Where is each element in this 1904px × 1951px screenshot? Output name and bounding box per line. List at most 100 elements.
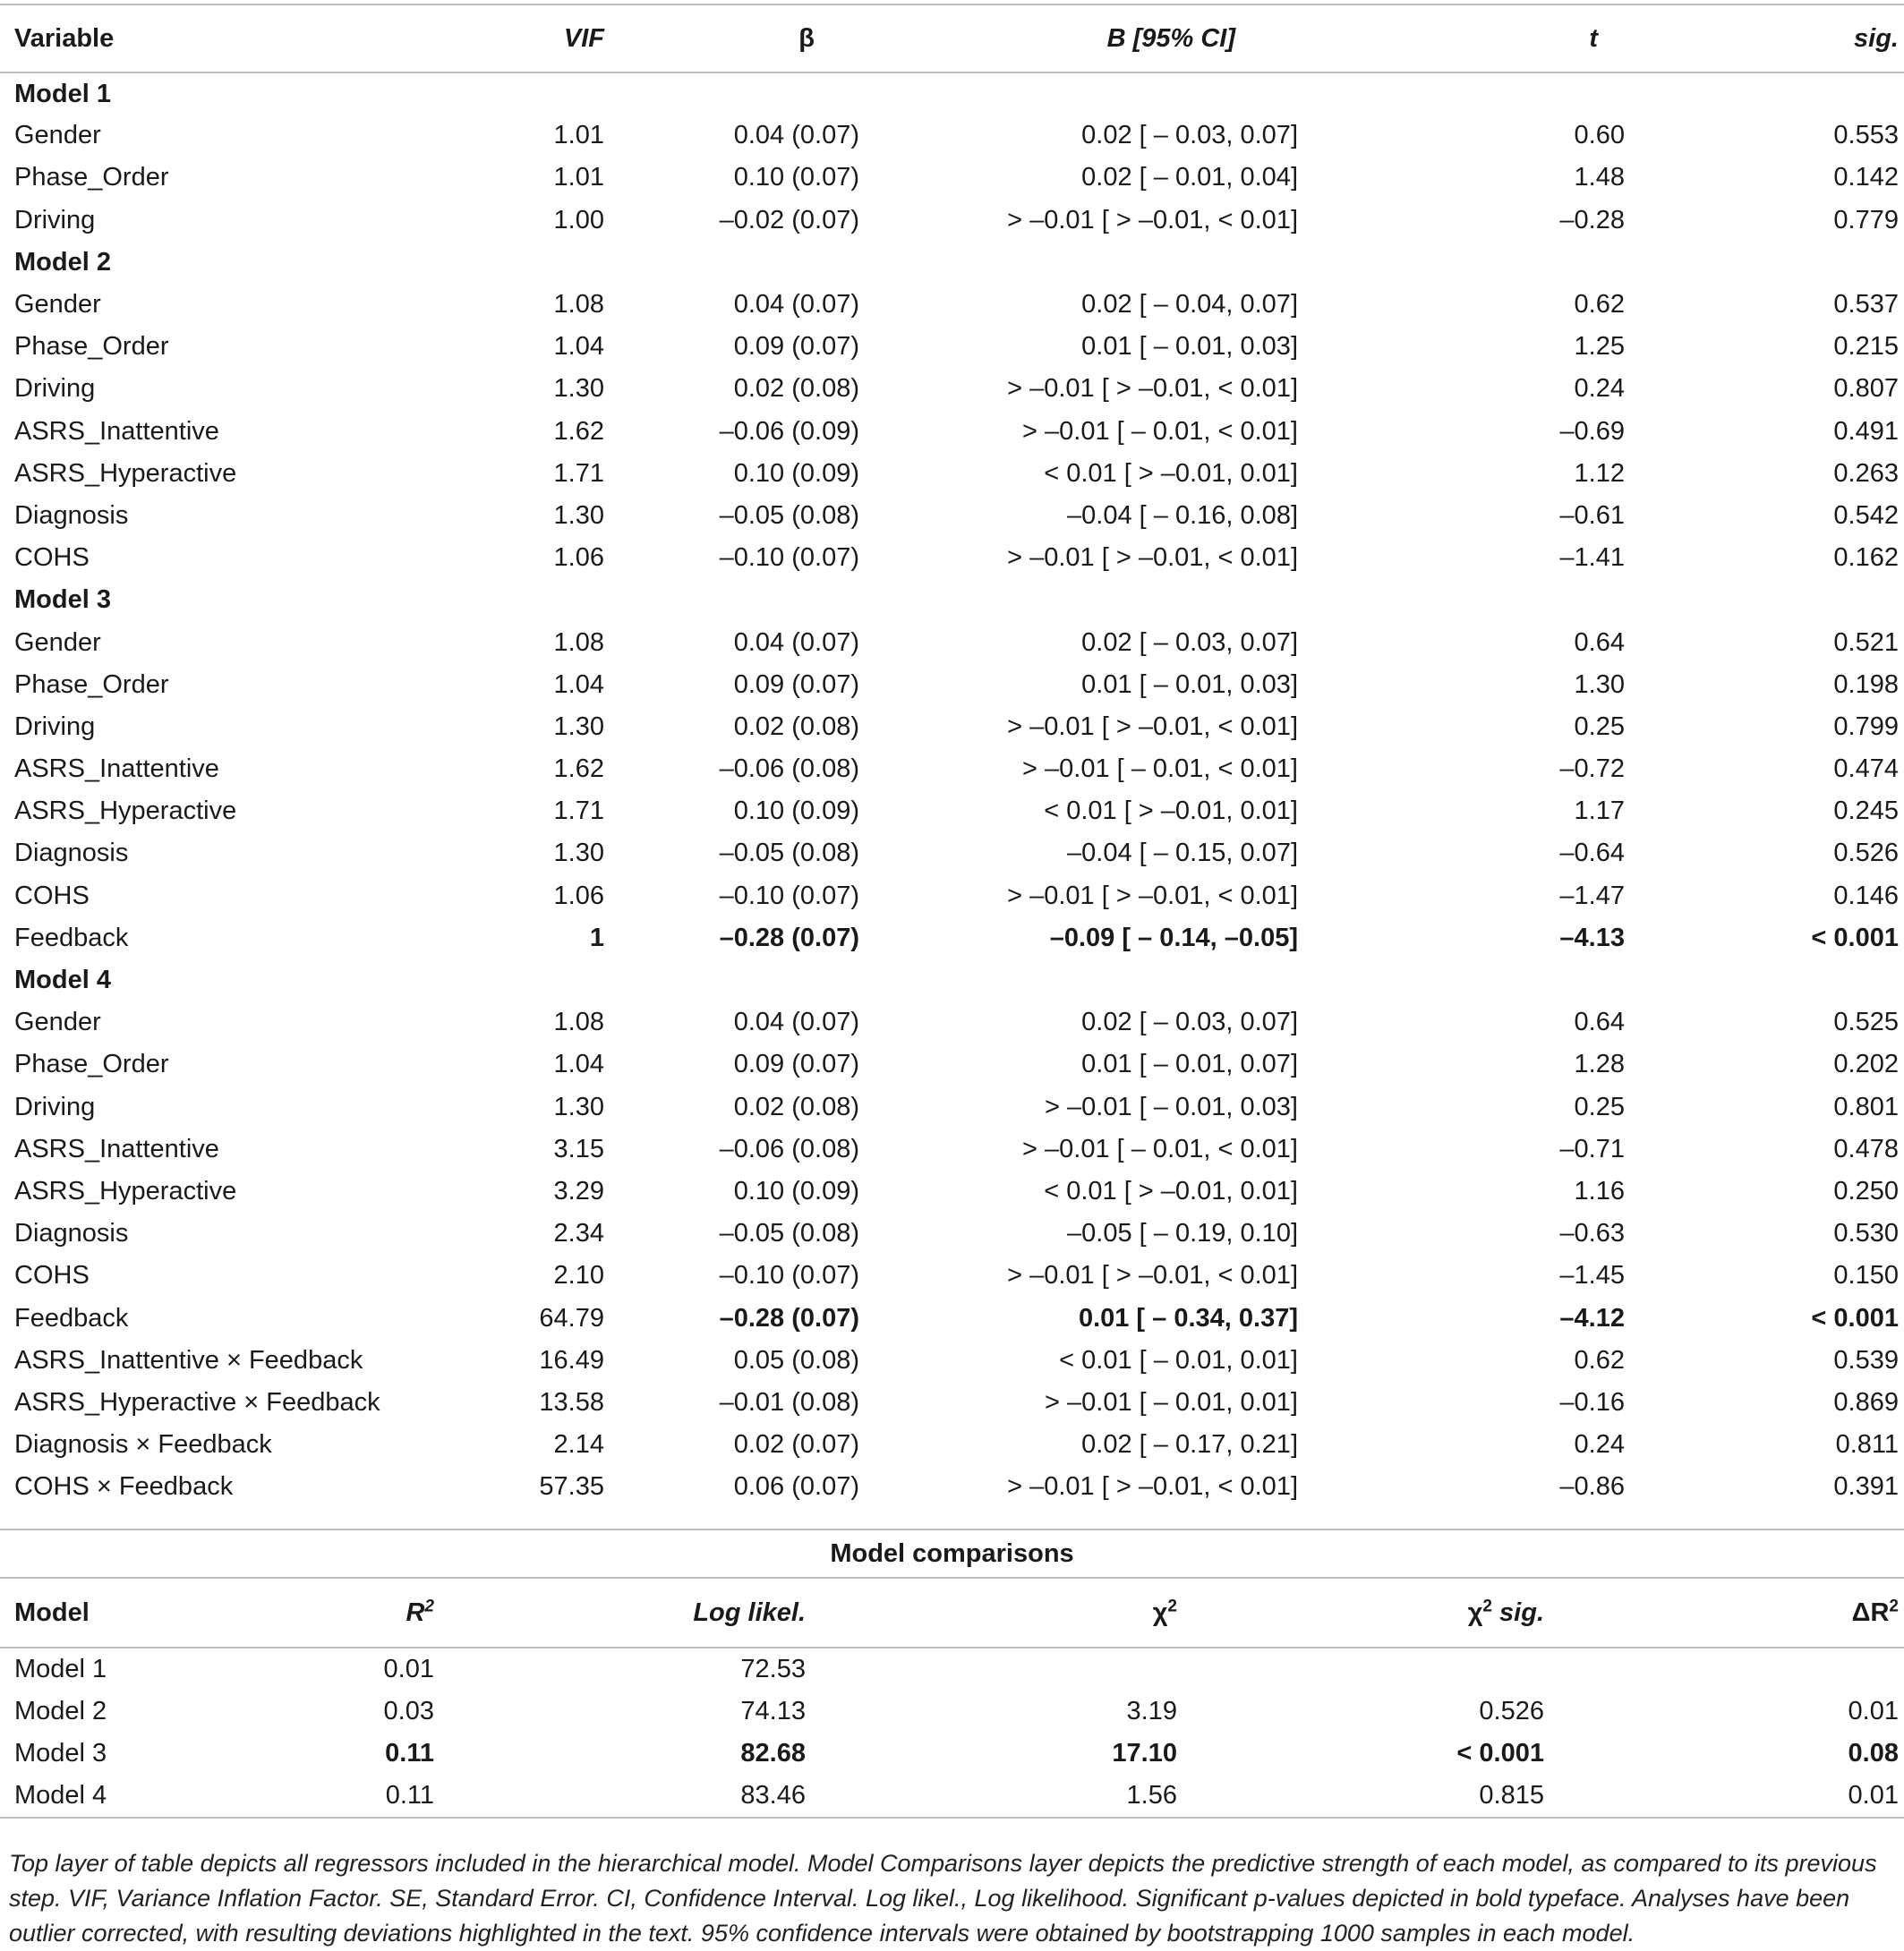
cell-b-ci: 0.02 [ – 0.03, 0.07] [1081,627,1298,657]
cell-log-likel: 83.46 [740,1781,806,1810]
cell-t: 0.25 [1574,1092,1625,1121]
cell-log-likel: 74.13 [740,1696,806,1725]
table-row: ASRS_Hyperactive 1.71 0.10 (0.09) < 0.01 [ … [0,790,1904,832]
cell-t: 0.62 [1574,290,1625,319]
cell-beta: –0.28 (0.07) [719,923,859,952]
comparison-row: Model 2 0.03 74.13 3.19 0.526 0.01 [0,1691,1904,1734]
cell-sig: 0.146 [1833,881,1899,910]
header-beta: β [609,4,931,73]
cell-chi2: 1.56 [1126,1781,1177,1810]
cell-beta: –0.06 (0.08) [719,754,859,784]
cell-beta: –0.06 (0.08) [719,1134,859,1163]
cell-r2: 0.03 [383,1696,434,1725]
cell-vif: 1.30 [553,711,604,741]
cell-beta: 0.10 (0.07) [733,163,859,192]
cell-vif: 1.62 [553,754,604,784]
header-chi2: χ2 [810,1577,1182,1649]
cell-vif: 1 [589,923,604,952]
cell-beta: 0.05 (0.08) [733,1345,859,1375]
cell-chi2-sig: 0.815 [1479,1781,1544,1810]
cell-variable: COHS [14,881,90,910]
cell-beta: 0.09 (0.07) [733,1050,859,1079]
cell-beta: –0.28 (0.07) [719,1303,859,1333]
cell-beta: –0.10 (0.07) [719,543,859,573]
header-log-likel: Log likel. [439,1577,810,1649]
cell-vif: 1.00 [553,205,604,234]
cell-t: 0.64 [1574,627,1625,657]
cell-sig: < 0.001 [1811,923,1899,952]
cell-b-ci: > –0.01 [ – 0.01, < 0.01] [1022,754,1298,784]
cell-variable: ASRS_Inattentive [14,416,219,446]
cell-variable: ASRS_Hyperactive [14,458,237,488]
cell-vif: 1.30 [553,374,604,404]
cell-beta: –0.10 (0.07) [719,881,859,910]
cell-vif: 1.01 [553,121,604,150]
cell-sig: 0.869 [1833,1387,1899,1417]
header-r2-text: R [406,1597,425,1627]
cell-sig: 0.162 [1833,543,1899,573]
model-label: Model 4 [14,966,111,995]
cell-b-ci: 0.02 [ – 0.04, 0.07] [1081,290,1298,319]
cell-variable: Feedback [14,1303,129,1333]
cell-variable: Driving [14,205,96,234]
cell-sig: 0.142 [1833,163,1899,192]
cell-b-ci: > –0.01 [ > –0.01, < 0.01] [1007,374,1298,404]
cell-t: 1.30 [1574,669,1625,699]
cell-b-ci: > –0.01 [ > –0.01, < 0.01] [1007,205,1298,234]
cell-variable: Diagnosis [14,500,129,530]
model-group-row: Model 1 [0,72,1904,115]
cell-variable: ASRS_Inattentive × Feedback [14,1345,363,1375]
comparisons-table-body: Model 1 0.01 72.53 Model 2 0.03 74.13 3.19 0.52… [0,1648,1904,1818]
table-row: Diagnosis 1.30 –0.05 (0.08) –0.04 [ – 0.15,… [0,832,1904,874]
header-sig: sig. [1661,4,1904,73]
cell-sig: 0.537 [1833,290,1899,319]
cell-model: Model 3 [14,1739,107,1768]
model-label: Model 2 [14,247,111,277]
cell-vif: 1.08 [553,1008,604,1037]
cell-b-ci: 0.01 [ – 0.01, 0.03] [1081,669,1298,699]
comparison-row: Model 1 0.01 72.53 [0,1648,1904,1691]
cell-beta: 0.10 (0.09) [733,797,859,826]
cell-t: 0.24 [1574,374,1625,404]
header-chi2-sig-sup: 2 [1482,1596,1492,1615]
cell-sig: 0.202 [1833,1050,1899,1079]
cell-variable: Driving [14,374,96,404]
comparisons-header-row: Model R2 Log likel. χ2 χ2 sig. ΔR2 [0,1577,1904,1649]
cell-beta: –0.01 (0.08) [719,1387,859,1417]
cell-beta: 0.02 (0.08) [733,711,859,741]
table-row: COHS 1.06 –0.10 (0.07) > –0.01 [ > –0.01, <… [0,875,1904,917]
cell-model: Model 1 [14,1654,107,1683]
cell-sig: 0.542 [1833,500,1899,530]
cell-variable: Phase_Order [14,669,169,699]
cell-t: –0.64 [1559,839,1625,868]
header-delta-r2-sup: 2 [1889,1596,1899,1615]
model-group-row: Model 4 [0,959,1904,1001]
cell-b-ci: > –0.01 [ – 0.01, < 0.01] [1022,1134,1298,1163]
cell-variable: COHS [14,543,90,573]
cell-t: –0.72 [1559,754,1625,784]
cell-sig: 0.801 [1833,1092,1899,1121]
cell-t: –4.12 [1559,1303,1625,1333]
cell-t: 0.64 [1574,1008,1625,1037]
cell-t: –0.61 [1559,500,1625,530]
cell-variable: Driving [14,711,96,741]
cell-t: 0.25 [1574,711,1625,741]
cell-sig: 0.526 [1833,839,1899,868]
cell-sig: < 0.001 [1811,1303,1899,1333]
cell-delta-r2 [1549,1648,1904,1691]
cell-sig: 0.150 [1833,1261,1899,1291]
cell-b-ci: > –0.01 [ > –0.01, < 0.01] [1007,881,1298,910]
comparison-row: Model 3 0.11 82.68 17.10 < 0.001 0.08 [0,1733,1904,1776]
table-row: Gender 1.08 0.04 (0.07) 0.02 [ – 0.03, 0.07… [0,1001,1904,1044]
cell-beta: –0.05 (0.08) [719,839,859,868]
cell-b-ci: 0.01 [ – 0.34, 0.37] [1078,1303,1298,1333]
cell-beta: 0.09 (0.07) [733,669,859,699]
model-group-row: Model 3 [0,579,1904,621]
model-label: Model 3 [14,585,111,615]
cell-beta: –0.10 (0.07) [719,1261,859,1291]
table-row: Diagnosis 2.34 –0.05 (0.08) –0.05 [ – 0.19,… [0,1213,1904,1255]
cell-t: –0.28 [1559,205,1625,234]
cell-beta: –0.02 (0.07) [719,205,859,234]
cell-r2: 0.11 [385,1781,434,1810]
cell-sig: 0.250 [1833,1176,1899,1206]
